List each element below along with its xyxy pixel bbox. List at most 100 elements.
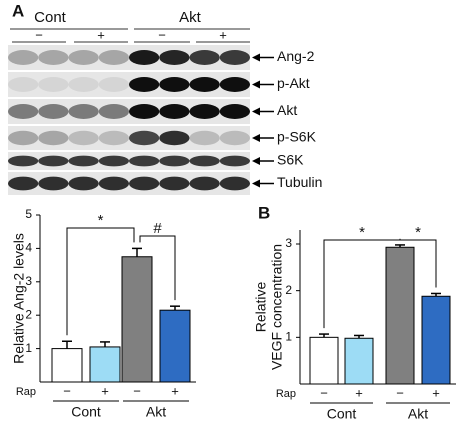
blot-band bbox=[98, 104, 129, 119]
blot-band bbox=[98, 50, 129, 65]
x-tick-label: + bbox=[101, 383, 109, 398]
blot-band bbox=[159, 104, 190, 119]
treatment-label: − bbox=[158, 27, 166, 42]
blot-band bbox=[189, 77, 220, 92]
significance-bracket bbox=[139, 235, 176, 301]
blot-band bbox=[8, 155, 39, 167]
blot-band bbox=[219, 77, 250, 92]
x-tick-label: + bbox=[355, 385, 363, 400]
blot-band bbox=[219, 176, 250, 191]
row-label: Rap bbox=[276, 388, 296, 400]
blot-band bbox=[189, 50, 220, 65]
blot-band bbox=[8, 50, 39, 65]
x-tick-label: + bbox=[432, 385, 440, 400]
blot-band bbox=[8, 176, 39, 191]
blot-band bbox=[189, 155, 220, 167]
row-label: Rap bbox=[16, 386, 36, 398]
y-tick-label: 1 bbox=[285, 330, 292, 344]
blot-band bbox=[38, 130, 69, 146]
bar bbox=[385, 246, 415, 385]
group-label: Cont bbox=[34, 9, 67, 26]
blot-band bbox=[159, 77, 190, 92]
treatment-label: + bbox=[219, 27, 227, 42]
x-tick-label: + bbox=[171, 383, 179, 398]
significance-label: # bbox=[153, 220, 162, 237]
significance-label: * bbox=[415, 224, 421, 241]
y-tick-label: 2 bbox=[25, 307, 32, 321]
blot-band bbox=[159, 155, 190, 167]
blot-band bbox=[68, 176, 99, 191]
blot-band bbox=[98, 77, 129, 92]
y-axis-label: Relative Ang-2 levels bbox=[11, 233, 27, 364]
arrow-head bbox=[252, 134, 260, 142]
bar bbox=[344, 337, 374, 385]
group-label: Cont bbox=[327, 406, 357, 422]
blot-band bbox=[38, 77, 69, 92]
y-tick-label: 5 bbox=[25, 207, 32, 221]
blot-band bbox=[159, 176, 190, 191]
blot-band bbox=[8, 77, 39, 92]
blot-band bbox=[219, 130, 250, 146]
significance-bracket bbox=[66, 227, 135, 336]
bar bbox=[421, 295, 451, 385]
y-tick-label: 2 bbox=[285, 283, 292, 297]
x-tick-label: − bbox=[133, 383, 141, 398]
blot-band bbox=[129, 77, 160, 92]
blot-band bbox=[219, 50, 250, 65]
blot-band bbox=[38, 50, 69, 65]
y-tick-label: 1 bbox=[25, 341, 32, 355]
blot-band bbox=[129, 104, 160, 119]
blot-row-label: p-S6K bbox=[277, 129, 317, 145]
blot-band bbox=[189, 176, 220, 191]
blot-band bbox=[38, 155, 69, 167]
blot-band bbox=[38, 176, 69, 191]
blot-band bbox=[68, 50, 99, 65]
significance-label: * bbox=[98, 212, 104, 229]
arrow-head bbox=[252, 157, 260, 165]
blot-row-label: Akt bbox=[277, 102, 297, 118]
group-label: Cont bbox=[71, 404, 101, 420]
arrow-head bbox=[252, 80, 260, 89]
y-axis-label: VEGF concentration bbox=[269, 244, 285, 370]
blot-band bbox=[68, 130, 99, 146]
blot-band bbox=[159, 130, 190, 146]
blot-band bbox=[68, 155, 99, 167]
group-label: Akt bbox=[146, 404, 166, 420]
panel-label: A bbox=[12, 1, 24, 20]
x-tick-label: − bbox=[396, 385, 404, 400]
arrow-head bbox=[252, 53, 260, 62]
blot-band bbox=[129, 176, 160, 191]
blot-band bbox=[189, 104, 220, 119]
group-label: Akt bbox=[179, 9, 202, 26]
blot-row-label: S6K bbox=[277, 152, 304, 168]
blot-band bbox=[219, 104, 250, 119]
panel-label: B bbox=[258, 203, 270, 222]
y-tick-label: 3 bbox=[285, 236, 292, 250]
blot-band bbox=[8, 104, 39, 119]
blot-band bbox=[68, 104, 99, 119]
bar bbox=[309, 336, 339, 385]
blot-band bbox=[129, 130, 160, 146]
blot-row-label: p-Akt bbox=[277, 75, 310, 91]
blot-band bbox=[98, 130, 129, 146]
blot-band bbox=[129, 50, 160, 65]
bar bbox=[121, 256, 153, 383]
blot-row-label: Ang-2 bbox=[277, 48, 315, 64]
blot-band bbox=[38, 104, 69, 119]
y-tick-label: 3 bbox=[25, 274, 32, 288]
group-label: Akt bbox=[408, 406, 428, 422]
significance-label: * bbox=[359, 224, 365, 241]
y-axis-label: Relative bbox=[253, 282, 269, 333]
blot-band bbox=[68, 77, 99, 92]
x-tick-label: − bbox=[320, 385, 328, 400]
arrow-head bbox=[252, 107, 260, 116]
blot-band bbox=[129, 155, 160, 167]
bar bbox=[159, 309, 191, 383]
blot-band bbox=[189, 130, 220, 146]
blot-band bbox=[8, 130, 39, 146]
bar bbox=[51, 348, 83, 383]
treatment-label: − bbox=[35, 27, 43, 42]
y-tick-label: 4 bbox=[25, 241, 32, 255]
treatment-label: + bbox=[97, 27, 105, 42]
